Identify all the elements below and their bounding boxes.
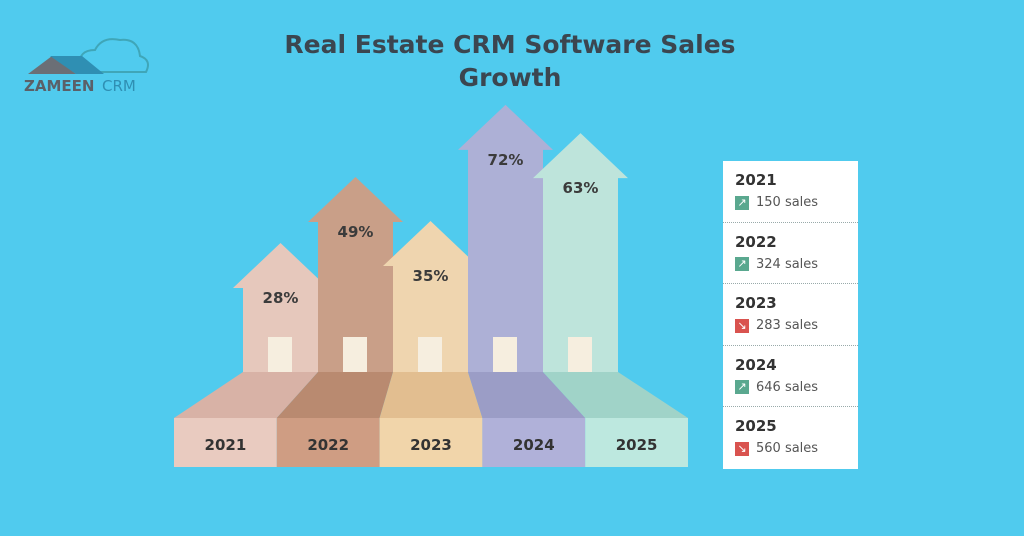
base-block-2024 [482, 418, 586, 467]
arrow-bar-2024 [458, 104, 553, 372]
floor-segment-2025 [543, 372, 688, 418]
legend-sales: ↗ 324 sales [735, 257, 858, 272]
year-label-2023: 2023 [410, 436, 452, 454]
svg-text:ZAMEEN: ZAMEEN [24, 77, 94, 95]
value-label-2024: 72% [488, 151, 524, 169]
base-block-2021 [174, 418, 277, 467]
arrow-bar-2021 [233, 243, 328, 372]
legend-sales: ↗ 150 sales [735, 195, 858, 210]
value-label-2021: 28% [263, 289, 299, 307]
trend-up-icon: ↗ [735, 195, 749, 210]
svg-text:CRM: CRM [102, 77, 136, 95]
floor-segment-2024 [468, 372, 586, 418]
base-block-2025 [585, 418, 688, 467]
legend-year: 2021 [735, 171, 777, 189]
door-2024 [493, 337, 517, 372]
legend-row-2025: 2025 ↘ 560 sales [723, 407, 858, 469]
floor-segment-2022 [276, 372, 393, 418]
legend-sales-value: 646 sales [756, 379, 819, 395]
value-label-2025: 63% [563, 179, 599, 197]
trend-up-icon: ↗ [735, 257, 749, 272]
legend-year: 2024 [735, 355, 777, 374]
door-2023 [418, 337, 442, 372]
legend-sales: ↘ 560 sales [735, 441, 858, 456]
legend-sales-value: 324 sales [756, 256, 819, 272]
base-block-2022 [276, 418, 380, 467]
floor-segment-2023 [379, 372, 483, 418]
legend-year: 2023 [735, 294, 777, 313]
year-label-2024: 2024 [513, 436, 555, 454]
legend-sales-value: 150 sales [756, 195, 819, 210]
legend-sales: ↘ 283 sales [735, 318, 858, 333]
legend-row-2021: 2021 ↗ 150 sales [723, 161, 858, 223]
chart-title: Real Estate CRM Software Sales Growth [284, 30, 736, 92]
legend-row-2022: 2022 ↗ 324 sales [723, 223, 858, 285]
legend-sales-value: 283 sales [756, 318, 819, 334]
value-label-2022: 49% [338, 223, 374, 241]
zameen-crm-logo: ZAMEEN CRM [24, 38, 149, 95]
sales-legend: 2021 ↗ 150 sales 2022 ↗ 324 sales 2023 ↘ 283 … [723, 161, 858, 469]
legend-row-2023: 2023 ↘ 283 sales [723, 284, 858, 346]
floor-segment-2021 [174, 372, 318, 418]
legend-sales-value: 560 sales [756, 441, 819, 457]
value-label-2023: 35% [413, 267, 449, 285]
legend-year: 2025 [735, 417, 777, 436]
arrow-bar-2025 [533, 133, 628, 372]
door-2025 [568, 337, 592, 372]
year-label-2022: 2022 [307, 436, 349, 454]
year-label-2021: 2021 [205, 436, 247, 454]
base-block-2023 [379, 418, 483, 467]
door-2022 [343, 337, 367, 372]
legend-year: 2022 [735, 232, 777, 251]
trend-down-icon: ↘ [735, 318, 749, 333]
year-label-2025: 2025 [616, 436, 658, 454]
door-2021 [268, 337, 292, 372]
trend-up-icon: ↗ [735, 380, 749, 395]
legend-sales: ↗ 646 sales [735, 380, 858, 395]
legend-row-2024: 2024 ↗ 646 sales [723, 346, 858, 408]
arrow-bar-2023 [383, 221, 478, 372]
arrow-bar-2022 [308, 177, 403, 372]
trend-down-icon: ↘ [735, 441, 749, 456]
